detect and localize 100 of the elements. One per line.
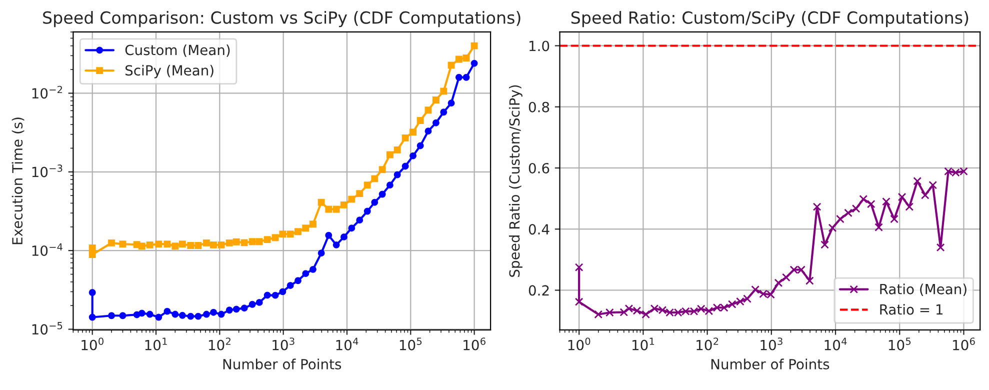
- point: [294, 277, 302, 284]
- chart-title: Speed Ratio: Custom/SciPy (CDF Computations): [571, 10, 968, 28]
- point: [240, 304, 248, 312]
- y-axis-title: Speed Ratio (Custom/SciPy): [508, 85, 522, 277]
- point: [310, 266, 316, 273]
- point: [859, 194, 868, 204]
- point: [844, 208, 852, 218]
- point: [155, 240, 162, 248]
- legend-label: Custom (Mean): [125, 44, 230, 57]
- point: [218, 241, 225, 248]
- point: [836, 214, 844, 224]
- x-tick-label: 10$^{3}$: [760, 338, 782, 350]
- point: [455, 56, 462, 63]
- x-tick-label: 10$^{0}$: [82, 338, 104, 350]
- point: [218, 310, 225, 318]
- point: [852, 204, 860, 213]
- point: [782, 273, 790, 282]
- point: [440, 88, 448, 95]
- point: [302, 224, 310, 232]
- point: [890, 214, 898, 224]
- point: [248, 238, 256, 246]
- point: [210, 308, 217, 316]
- point: [294, 228, 302, 236]
- point: [202, 310, 210, 318]
- point: [279, 230, 286, 238]
- point: [874, 223, 883, 232]
- legend-label: Ratio = 1: [880, 304, 943, 315]
- x-tick-label: 10$^{5}$: [888, 338, 911, 350]
- point: [332, 206, 340, 213]
- x-tick-label: 10$^{6}$: [953, 338, 975, 350]
- point: [226, 239, 233, 246]
- point: [936, 243, 945, 252]
- x-tick-label: 10$^{0}$: [568, 338, 590, 350]
- point: [286, 282, 294, 289]
- y-axis-title: Execution Time (s): [12, 118, 24, 244]
- y-tick-label: 10$^{−3}$: [32, 164, 62, 178]
- point: [302, 270, 310, 278]
- point: [286, 230, 294, 238]
- point: [378, 190, 386, 198]
- x-tick-label: 10$^{2}$: [696, 338, 718, 350]
- point: [410, 152, 416, 160]
- point: [386, 182, 394, 189]
- point: [340, 201, 348, 208]
- point: [820, 240, 829, 249]
- point: [898, 192, 906, 202]
- point: [620, 308, 628, 316]
- point: [920, 191, 930, 200]
- point: [226, 306, 233, 314]
- point: [348, 224, 356, 232]
- legend-label: Ratio (Mean): [880, 284, 966, 296]
- y-tick-label: 0.8: [528, 102, 550, 112]
- point: [310, 220, 316, 228]
- point: [416, 142, 424, 150]
- y-tick-label: 0.2: [528, 285, 549, 296]
- point: [424, 128, 432, 135]
- point: [164, 240, 171, 248]
- x-tick-label: 10$^{3}$: [272, 338, 294, 350]
- point: [164, 308, 171, 315]
- x-tick-label: 10$^{2}$: [208, 338, 230, 350]
- point: [240, 239, 248, 246]
- point: [866, 200, 876, 208]
- point: [279, 288, 286, 296]
- point: [470, 42, 478, 50]
- point: [172, 310, 179, 318]
- x-axis-title: Number of Points: [223, 358, 342, 370]
- point: [928, 180, 938, 190]
- x-axis-title: Number of Points: [711, 358, 830, 370]
- point: [371, 198, 378, 206]
- legend-label: SciPy (Mean): [125, 64, 214, 78]
- point: [432, 96, 440, 104]
- point: [256, 238, 263, 246]
- point: [264, 292, 271, 299]
- point: [470, 60, 478, 67]
- y-tick-label: 10$^{−2}$: [32, 86, 62, 99]
- x-tick-label: 10$^{4}$: [824, 338, 847, 350]
- point: [812, 202, 822, 211]
- point: [356, 216, 364, 224]
- point: [462, 74, 470, 81]
- point: [178, 240, 186, 248]
- point: [232, 238, 240, 246]
- point: [432, 119, 440, 126]
- point: [187, 242, 194, 249]
- point: [402, 162, 409, 170]
- x-tick-label: 10$^{6}$: [464, 338, 486, 350]
- point: [332, 241, 340, 248]
- point: [416, 117, 424, 124]
- point: [210, 241, 217, 248]
- point: [448, 62, 455, 69]
- point: [318, 198, 325, 206]
- point: [402, 134, 409, 142]
- y-tick-label: 10$^{−5}$: [32, 322, 62, 335]
- point: [448, 100, 455, 107]
- point: [806, 276, 814, 285]
- point: [272, 234, 279, 242]
- y-tick-label: 1.0: [529, 40, 550, 52]
- y-tick-label: 0.6: [528, 162, 550, 174]
- point: [194, 312, 202, 320]
- point: [348, 196, 356, 203]
- y-tick-label: 10$^{−4}$: [32, 243, 62, 256]
- point: [882, 197, 890, 206]
